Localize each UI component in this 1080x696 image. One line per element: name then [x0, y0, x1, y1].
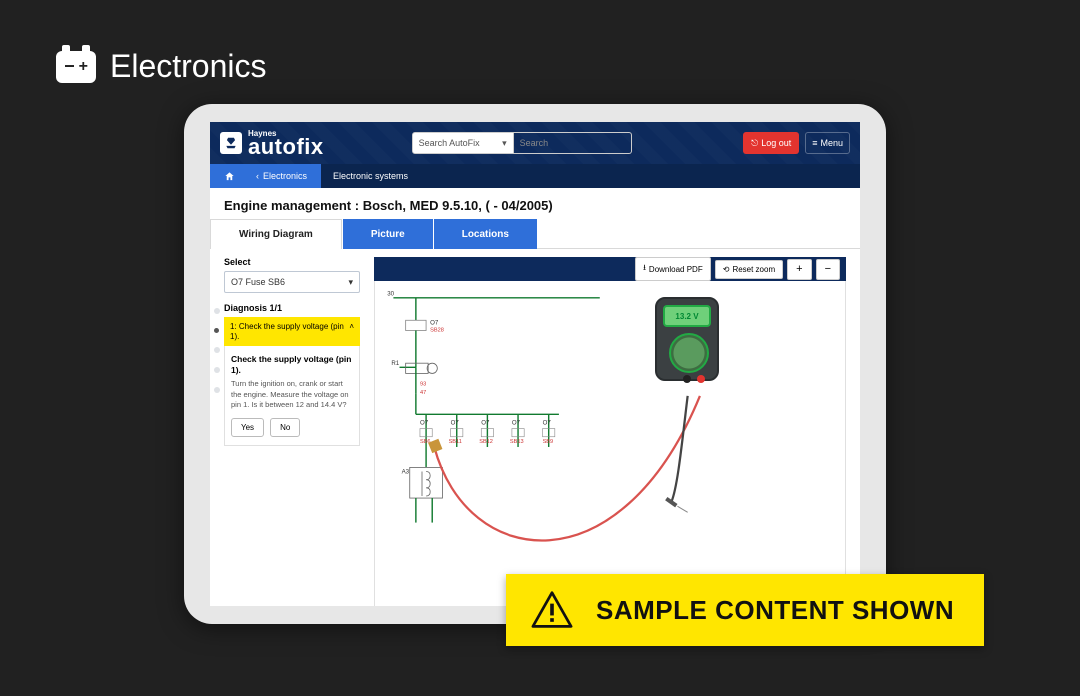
top-node-sub: SB28 [430, 328, 444, 334]
branch-group: O7 SB6 O7 SB11 [420, 414, 555, 447]
diagnosis-title: Diagnosis 1/1 [224, 303, 360, 313]
tab-locations[interactable]: Locations [434, 219, 537, 249]
zoom-out-button[interactable]: − [816, 259, 840, 280]
breadcrumb-current: Electronic systems [321, 164, 420, 188]
search-input[interactable]: Search [514, 132, 632, 154]
breadcrumb-bar: ‹ Electronics Electronic systems [210, 164, 860, 188]
warning-icon [530, 590, 574, 630]
tab-picture[interactable]: Picture [343, 219, 433, 249]
app-topbar: Haynes autofix Search AutoFix ▾ Search ⎋… [210, 122, 860, 164]
tab-bar: Wiring Diagram Picture Locations [210, 219, 860, 249]
tablet-frame: Haynes autofix Search AutoFix ▾ Search ⎋… [184, 104, 886, 624]
reset-label: Reset zoom [732, 265, 775, 274]
svg-text:SB12: SB12 [479, 439, 493, 445]
diagram-toolbar: ⭳ Download PDF ⟲ Reset zoom + − [374, 257, 846, 281]
brand-logo[interactable]: Haynes autofix [220, 130, 324, 157]
meter-dial [669, 333, 709, 373]
category-header: −+ Electronics [56, 48, 267, 85]
top-node-label: O7 [430, 319, 439, 326]
main-content: Select O7 Fuse SB6 ▾ Diagnosis 1/1 1: Ch… [210, 249, 860, 606]
tab-wiring-diagram[interactable]: Wiring Diagram [210, 219, 342, 249]
battery-icon: −+ [56, 51, 96, 83]
hamburger-icon: ≡ [812, 138, 817, 148]
svg-text:93: 93 [420, 382, 426, 388]
diagnosis-step-body: Check the supply voltage (pin 1). Turn t… [224, 346, 360, 446]
svg-text:SB9: SB9 [543, 439, 554, 445]
svg-text:SB11: SB11 [449, 439, 462, 445]
wiring-diagram-canvas[interactable]: 30 O7 SB28 R1 93 [374, 281, 846, 606]
step-body-text: Turn the ignition on, crank or start the… [231, 379, 353, 409]
logo-icon [220, 132, 242, 154]
multimeter: 13.2 V [655, 297, 719, 387]
search-scope-select[interactable]: Search AutoFix ▾ [412, 132, 514, 154]
search-scope-label: Search AutoFix [419, 138, 480, 148]
r1-label: R1 [391, 360, 399, 367]
diagram-panel: ⭳ Download PDF ⟲ Reset zoom + − 30 [368, 249, 860, 606]
bus-label: 30 [387, 291, 394, 298]
meter-port-black [683, 375, 691, 383]
a3-label: A3 [402, 469, 410, 476]
select-value: O7 Fuse SB6 [231, 277, 285, 287]
logout-icon: ⎋ [751, 138, 758, 149]
search-group: Search AutoFix ▾ Search [412, 132, 632, 154]
category-title: Electronics [110, 48, 267, 85]
download-label: Download PDF [649, 265, 703, 274]
sample-banner-text: SAMPLE CONTENT SHOWN [596, 595, 954, 626]
chevron-up-icon: ˄ [349, 322, 354, 332]
page-title: Engine management : Bosch, MED 9.5.10, (… [210, 188, 860, 219]
step-body-title: Check the supply voltage (pin 1). [231, 354, 353, 375]
breadcrumb-back[interactable]: ‹ Electronics [248, 164, 321, 188]
no-button[interactable]: No [270, 418, 300, 437]
search-placeholder: Search [520, 138, 549, 148]
diagnosis-panel: Select O7 Fuse SB6 ▾ Diagnosis 1/1 1: Ch… [210, 249, 368, 606]
zoom-in-button[interactable]: + [787, 259, 811, 280]
svg-text:O7: O7 [481, 419, 490, 426]
select-label: Select [224, 257, 360, 267]
brand-main: autofix [248, 137, 324, 157]
step-indicator-dots [214, 308, 220, 393]
logout-button[interactable]: ⎋ Log out [743, 132, 799, 154]
svg-text:O7: O7 [512, 419, 521, 426]
chevron-down-icon: ▾ [348, 277, 353, 288]
breadcrumb-back-label: Electronics [263, 171, 307, 181]
menu-button[interactable]: ≡ Menu [805, 132, 850, 154]
reset-icon: ⟲ [723, 265, 730, 274]
svg-text:SB13: SB13 [510, 439, 524, 445]
svg-text:O7: O7 [420, 419, 429, 426]
step-header-text: 1: Check the supply voltage (pin 1). [230, 322, 348, 341]
menu-label: Menu [820, 138, 843, 148]
chevron-down-icon: ▾ [502, 138, 507, 149]
component-select[interactable]: O7 Fuse SB6 ▾ [224, 271, 360, 293]
svg-text:47: 47 [420, 390, 426, 396]
meter-port-red [697, 375, 705, 383]
download-icon: ⭳ [643, 262, 646, 276]
chevron-left-icon: ‹ [256, 171, 259, 181]
svg-text:O7: O7 [451, 419, 460, 426]
yes-button[interactable]: Yes [231, 418, 264, 437]
reset-zoom-button[interactable]: ⟲ Reset zoom [715, 260, 783, 279]
app-screen: Haynes autofix Search AutoFix ▾ Search ⎋… [210, 122, 860, 606]
logout-label: Log out [761, 138, 791, 148]
breadcrumb-home[interactable] [210, 164, 248, 188]
sample-content-banner: SAMPLE CONTENT SHOWN [506, 574, 984, 646]
meter-reading: 13.2 V [663, 305, 711, 327]
svg-text:O7: O7 [543, 419, 552, 426]
wiring-diagram-svg: 30 O7 SB28 R1 93 [375, 281, 845, 606]
diagnosis-step-header[interactable]: 1: Check the supply voltage (pin 1). ˄ [224, 317, 360, 346]
download-pdf-button[interactable]: ⭳ Download PDF [635, 257, 711, 281]
